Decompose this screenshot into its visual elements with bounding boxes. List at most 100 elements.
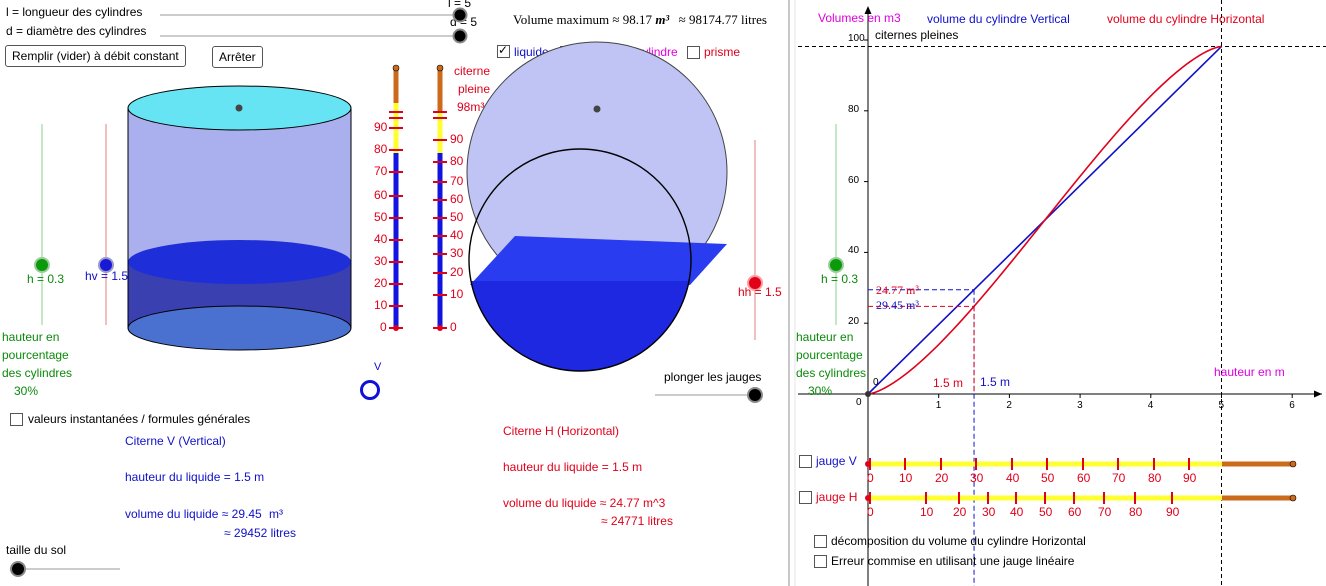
- gauge-right-tick-label: 40: [450, 228, 464, 242]
- v-marker-icon[interactable]: [360, 380, 380, 400]
- y-axis-arrow-icon: [864, 6, 872, 14]
- graph-x-h: 1.5 m: [933, 376, 964, 390]
- citerne-v-volume-unit: m³: [269, 507, 284, 521]
- jauge-h-tick-label: 40: [1010, 505, 1024, 519]
- jauge-v-end: [1289, 460, 1297, 468]
- taille-sol-handle[interactable]: [10, 561, 26, 577]
- jauge-v-checkbox[interactable]: [799, 455, 812, 468]
- valeurs-label: valeurs instantanées / formules générale…: [28, 412, 251, 426]
- volume-max-label: Volume maximum ≈ 98.17: [513, 12, 653, 27]
- hauteur-pct: 30%: [14, 384, 39, 398]
- hv-value: hv = 1.5: [85, 269, 129, 283]
- citerne-v-hauteur: hauteur du liquide = 1.5 m: [125, 470, 265, 484]
- volume-max-litres: ≈ 98174.77 litres: [678, 12, 767, 27]
- jauge-v-tick-label: 60: [1077, 471, 1091, 485]
- gauge-left-tick-label: 60: [374, 188, 388, 202]
- erreur-checkbox[interactable]: [814, 555, 827, 568]
- graph-vertical-label: volume du cylindre Vertical: [927, 12, 1070, 26]
- prisme-checkbox[interactable]: [687, 46, 700, 59]
- plonger-label: plonger les jauges: [664, 370, 762, 384]
- fill-button[interactable]: Remplir (vider) à débit constant: [5, 45, 186, 67]
- h-slider-handle[interactable]: [34, 257, 50, 273]
- l-slider-handle[interactable]: [452, 7, 468, 23]
- decomp-checkbox[interactable]: [814, 535, 827, 548]
- jauge-h-end: [1289, 494, 1297, 502]
- graph-hauteur2: pourcentage: [796, 348, 863, 362]
- gauge-right-tick-label: 70: [450, 174, 464, 188]
- valeurs-checkbox[interactable]: [10, 413, 23, 426]
- x-tick-label: 3: [1077, 400, 1083, 411]
- citerne-v-volume-text: volume du liquide ≈ 29.45: [125, 507, 262, 521]
- x-tick-label: 1: [935, 400, 942, 411]
- origin-point: [865, 391, 871, 397]
- hauteur-line3: des cylindres: [2, 366, 73, 380]
- x-axis-arrow-icon: [1314, 390, 1322, 398]
- gauge-left-tick-label: 90: [374, 120, 388, 134]
- x-tick-label: 2: [1006, 400, 1012, 411]
- taille-sol-label: taille du sol: [6, 543, 67, 557]
- liquide-checkbox[interactable]: ✓: [497, 43, 510, 58]
- graph-origin-o: 0: [873, 377, 879, 388]
- jauge-v-tick-label: 0: [867, 471, 874, 485]
- jauge-v-tick-label: 20: [935, 471, 949, 485]
- l-slider-value: l = 5: [448, 0, 472, 10]
- gauge-right-tick-label: 20: [450, 265, 464, 279]
- jauge-h-tick-label: 0: [867, 505, 874, 519]
- citerne-h-title: Citerne H (Horizontal): [503, 424, 620, 438]
- gauge-right-tick-label: 30: [450, 246, 464, 260]
- graph-horizontal-label: volume du cylindre Horizontal: [1107, 12, 1265, 26]
- gauge-left-tick-label: 50: [374, 210, 388, 224]
- jauge-v-tick-label: 30: [970, 471, 984, 485]
- v-label: V: [374, 361, 382, 373]
- jauge-h-tick-label: 10: [920, 505, 934, 519]
- gauge-left: [389, 64, 403, 331]
- y-tick-label: 40: [848, 245, 860, 257]
- jauge-h-tick-label: 30: [982, 505, 996, 519]
- decomp-label: décomposition du volume du cylindre Hori…: [831, 534, 1086, 548]
- hh-value: hh = 1.5: [738, 285, 782, 299]
- jauge-v-tick-label: 50: [1041, 471, 1055, 485]
- gauge-left-tick-label: 0: [380, 320, 387, 334]
- x-tick-label: 5: [1218, 400, 1225, 411]
- jauge-h-checkbox[interactable]: [799, 491, 812, 504]
- d-slider-handle[interactable]: [452, 28, 468, 44]
- y-tick-label: 100: [848, 33, 865, 44]
- citerne-h-hauteur: hauteur du liquide = 1.5 m: [503, 460, 643, 474]
- gauge-left-tick-label: 40: [374, 232, 388, 246]
- gauge-left-tick-label: 30: [374, 254, 388, 268]
- citerne-v-volume: volume du liquide ≈ 29.45 m³: [125, 507, 283, 521]
- jauge-v-tick-label: 70: [1112, 471, 1126, 485]
- citerne-v-title: Citerne V (Vertical): [125, 434, 226, 448]
- gauge-right-tick-label: 90: [450, 132, 464, 146]
- graph-hauteur1: hauteur en: [796, 330, 854, 344]
- liquid-surface: [128, 240, 351, 284]
- prisme-label: prisme: [704, 45, 741, 59]
- citerne-h-litres: ≈ 24771 litres: [601, 514, 673, 528]
- gauge-right-tick-label: 0: [450, 320, 457, 334]
- jauge-h-tick-label: 20: [953, 505, 967, 519]
- plonger-slider-handle[interactable]: [747, 387, 763, 403]
- gauge-left-tick-label: 70: [374, 164, 388, 178]
- jauge-v-tick-label: 10: [899, 471, 913, 485]
- stop-button[interactable]: Arrêter: [212, 46, 263, 68]
- checkmark-icon: ✓: [498, 43, 509, 57]
- graph-h-slider-handle[interactable]: [828, 257, 844, 273]
- gauge-right-tick-label: 50: [450, 210, 464, 224]
- jauge-v-tick-label: 80: [1148, 471, 1162, 485]
- y-tick-label: 80: [848, 103, 860, 115]
- graph-val-v: 29.45 m³: [876, 298, 919, 312]
- hv-slider-handle[interactable]: [98, 257, 114, 273]
- x-tick-label: 6: [1289, 400, 1295, 411]
- x-tick-label: 4: [1147, 400, 1154, 411]
- graph-hauteur-m: hauteur en m: [1214, 365, 1285, 379]
- gauge-right-tick-label: 60: [450, 192, 464, 206]
- hh-slider-handle[interactable]: [747, 275, 763, 291]
- graph-citernes-pleines: citernes pleines: [875, 28, 959, 42]
- l-slider-label: l = longueur des cylindres: [6, 5, 143, 19]
- hauteur-line1: hauteur en: [2, 330, 60, 344]
